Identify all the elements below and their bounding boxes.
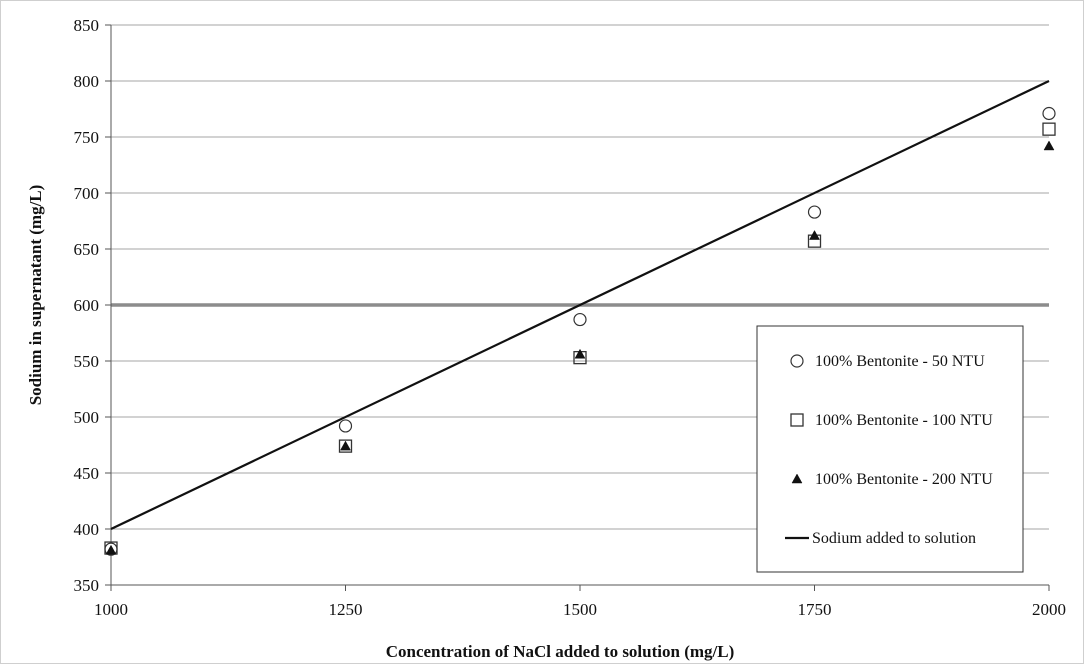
y-tick-label-400: 400 xyxy=(74,520,100,539)
y-tick-label-650: 650 xyxy=(74,240,100,259)
data-point xyxy=(338,419,353,433)
data-point xyxy=(574,348,586,359)
y-tick-label-850: 850 xyxy=(74,16,100,35)
data-point xyxy=(1043,140,1055,151)
legend-item-1: 100% Bentonite - 50 NTU xyxy=(790,353,985,370)
legend-box xyxy=(756,325,1024,573)
legend-marker xyxy=(791,473,803,484)
data-point xyxy=(573,312,587,327)
tick-labels: 350 400 450 500 550 600 650 700 750 800 850 1000 125… xyxy=(74,16,1067,619)
y-axis-title: Sodium in supernatant (mg/L) xyxy=(26,185,45,406)
legend-label: 100% Bentonite - 100 NTU xyxy=(815,412,993,429)
x-tick-label-1250: 1250 xyxy=(329,600,363,619)
data-point xyxy=(809,230,820,240)
y-tick-label-600: 600 xyxy=(74,296,100,315)
data-point xyxy=(340,440,351,451)
y-tick-label-550: 550 xyxy=(74,352,100,371)
series-line xyxy=(110,80,1050,530)
y-tick-label-750: 750 xyxy=(74,128,100,147)
y-tick-label-700: 700 xyxy=(74,184,100,203)
legend-item-2: 100% Bentonite - 100 NTU xyxy=(790,412,993,429)
y-tick-label-800: 800 xyxy=(74,72,100,91)
data-point xyxy=(105,544,117,555)
axes xyxy=(105,24,1050,591)
legend-item-4: Sodium added to solution xyxy=(785,530,976,547)
legend-label: Sodium added to solution xyxy=(812,530,976,547)
x-tick-label-2000: 2000 xyxy=(1032,600,1066,619)
series-4 xyxy=(110,80,1050,530)
legend-label: 100% Bentonite - 50 NTU xyxy=(815,353,985,370)
data-point xyxy=(338,439,353,453)
legend-label: 100% Bentonite - 200 NTU xyxy=(815,471,993,488)
legend-marker xyxy=(790,413,804,427)
x-axis-title: Concentration of NaCl added to solution … xyxy=(386,642,735,661)
legend-item-3: 100% Bentonite - 200 NTU xyxy=(791,471,993,488)
series-3 xyxy=(105,140,1055,555)
x-tick-label-1000: 1000 xyxy=(94,600,128,619)
legend-marker xyxy=(790,354,804,368)
y-tick-label-500: 500 xyxy=(74,408,100,427)
data-point xyxy=(1042,106,1056,121)
series-layer xyxy=(104,80,1056,556)
data-point xyxy=(807,205,822,219)
y-tick-label-350: 350 xyxy=(74,576,100,595)
data-point xyxy=(1042,122,1056,136)
y-tick-label-450: 450 xyxy=(74,464,100,483)
x-tick-label-1500: 1500 xyxy=(563,600,597,619)
legend: 100% Bentonite - 50 NTU 100% Bentonite - … xyxy=(756,325,1024,573)
series-2 xyxy=(104,122,1056,555)
x-tick-label-1750: 1750 xyxy=(798,600,832,619)
